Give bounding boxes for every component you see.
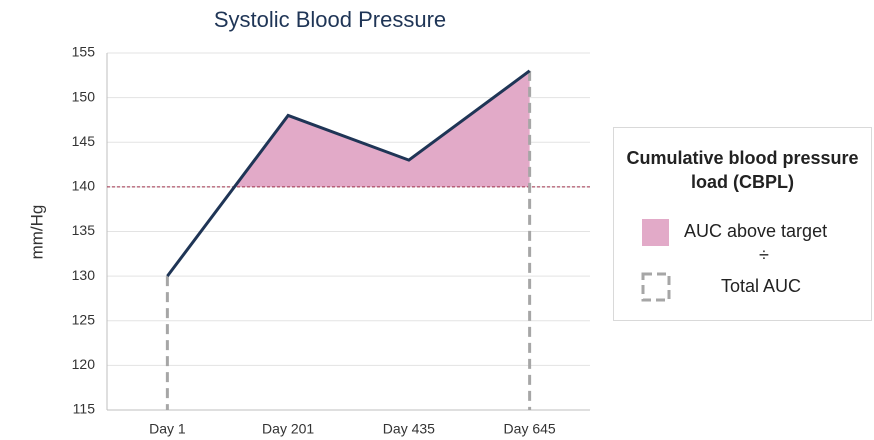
x-tick-label: Day 1	[149, 421, 186, 437]
y-tick-label: 145	[72, 133, 96, 149]
x-tick-label: Day 435	[383, 421, 435, 437]
chart-title: Systolic Blood Pressure	[214, 7, 446, 32]
area-above-target	[167, 70, 530, 187]
legend-title: Cumulative blood pressure load (CBPL)	[626, 148, 859, 192]
legend-area-label: AUC above target	[684, 221, 828, 241]
legend-total-label: Total AUC	[721, 276, 802, 296]
x-tick-label: Day 201	[262, 421, 314, 437]
legend-dashed-icon	[641, 272, 671, 302]
y-axis-label: mm/Hg	[27, 205, 46, 260]
x-tick-label: Day 645	[504, 421, 556, 437]
y-tick-label: 135	[72, 222, 96, 238]
y-tick-label: 140	[72, 178, 96, 194]
legend: Cumulative blood pressure load (CBPL) AU…	[613, 127, 872, 321]
y-tick-label: 130	[72, 267, 96, 283]
y-tick-label: 125	[72, 311, 96, 327]
y-tick-label: 120	[72, 356, 96, 372]
legend-swatch	[642, 219, 669, 246]
legend-divider: ÷	[759, 245, 769, 265]
y-tick-label: 150	[72, 88, 96, 104]
y-tick-label: 155	[72, 44, 96, 60]
line	[166, 69, 531, 278]
y-tick-label: 115	[73, 401, 96, 417]
